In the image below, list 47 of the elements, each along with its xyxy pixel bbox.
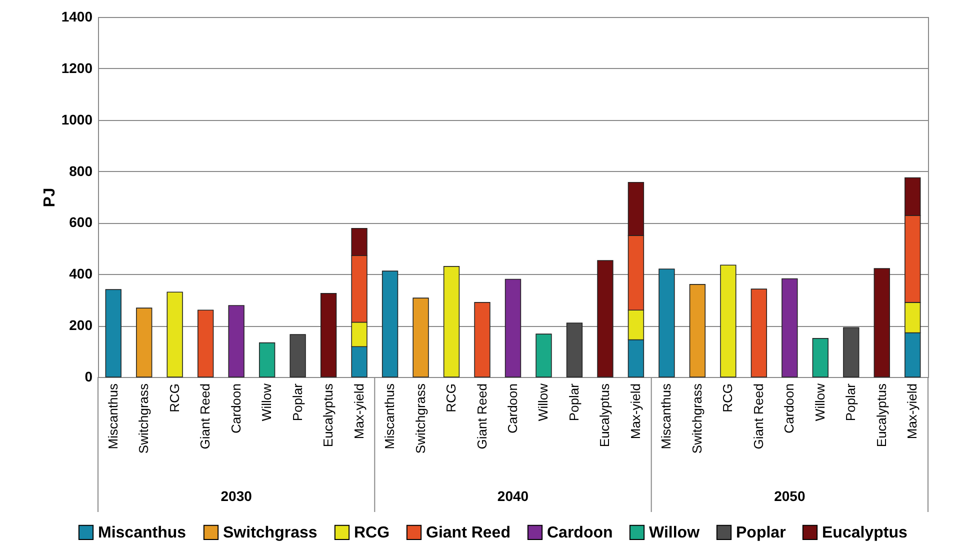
x-tick-label: Willow (812, 382, 828, 422)
x-tick-label: Miscanthus (658, 383, 674, 450)
x-tick-label: Eucalyptus (320, 383, 336, 448)
x-tick-label: Willow (259, 382, 274, 422)
y-tick-label: 1400 (61, 8, 93, 24)
x-tick-label: Miscanthus (382, 383, 398, 450)
y-tick-label: 1000 (61, 111, 93, 128)
legend-label: Poplar (736, 524, 786, 542)
legend-label: Switchgrass (223, 524, 318, 542)
text: 2040 (497, 488, 529, 504)
x-tick-label: Poplar (290, 382, 305, 422)
text: 2050 (774, 488, 806, 504)
legend-label: Cardoon (547, 524, 613, 542)
y-tick-label: 200 (69, 317, 93, 334)
y-tick-label: 0 (84, 368, 93, 384)
legend-label: Willow (649, 524, 700, 542)
x-tick-label: Switchgrass (689, 383, 704, 454)
y-tick-label: 1200 (61, 60, 93, 76)
legend-label: Eucalyptus (822, 524, 908, 542)
text: 2030 (220, 488, 252, 504)
x-tick-label: Miscanthus (105, 383, 120, 450)
y-tick-label: 400 (69, 266, 93, 282)
y-axis-title: PJ (41, 188, 58, 208)
x-tick-label: Max-yield (904, 384, 920, 440)
x-tick-label: Poplar (843, 382, 858, 422)
x-tick-label: Cardoon (505, 384, 520, 434)
x-tick-label: RCG (166, 384, 182, 412)
x-tick-label: Switchgrass (412, 383, 428, 454)
x-tick-label: RCG (444, 384, 459, 412)
x-tick-label: Eucalyptus (874, 383, 889, 448)
x-tick-label: Max-yield (628, 384, 643, 440)
x-tick-label: Giant Reed (750, 384, 766, 450)
x-tick-label: Poplar (566, 382, 582, 422)
x-tick-label: RCG (720, 384, 736, 412)
x-tick-label: Switchgrass (136, 383, 152, 454)
x-tick-label: Max-yield (351, 384, 366, 440)
legend-label: Miscanthus (98, 524, 186, 542)
legend-label: RCG (354, 524, 390, 542)
x-tick-label: Eucalyptus (597, 383, 612, 448)
x-tick-label: Giant Reed (474, 384, 490, 450)
x-tick-label: Cardoon (228, 384, 244, 434)
x-tick-label: Cardoon (782, 384, 797, 434)
x-tick-label: Willow (536, 382, 551, 422)
y-tick-label: 600 (69, 214, 93, 230)
y-tick-label: 800 (69, 162, 93, 179)
legend-label: Giant Reed (426, 524, 510, 542)
x-tick-label: Giant Reed (198, 384, 213, 450)
